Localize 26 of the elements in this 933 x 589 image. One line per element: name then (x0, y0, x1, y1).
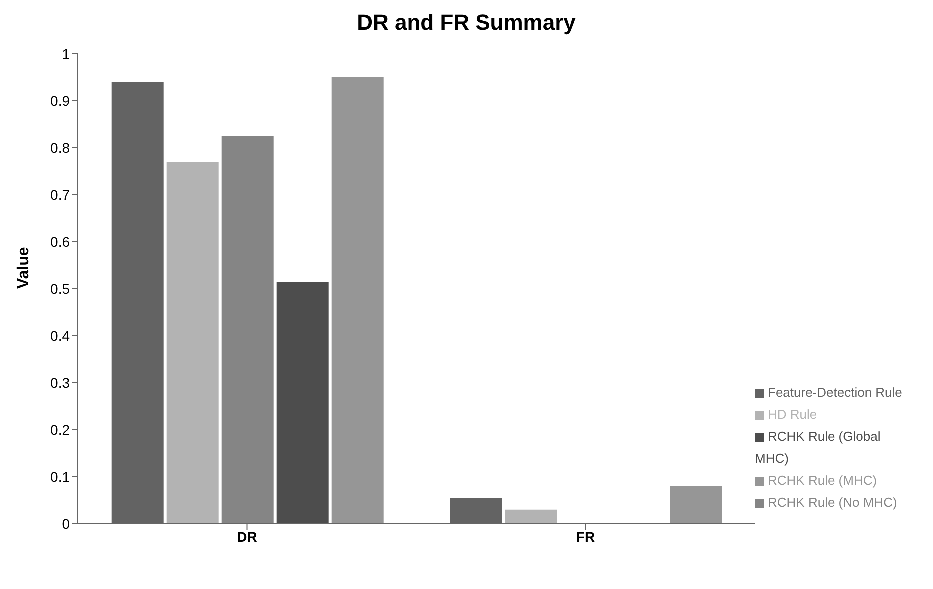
y-tick-label: 0.9 (50, 92, 70, 109)
legend-label: RCHK Rule (No MHC) (768, 495, 898, 510)
x-tick-label: DR (237, 528, 258, 545)
y-tick-label: 0.1 (50, 468, 70, 485)
bar (505, 510, 558, 524)
legend-label: Feature-Detection Rule (768, 385, 902, 400)
y-tick-label: 1 (62, 46, 70, 62)
y-tick-label: 0.8 (50, 140, 70, 156)
y-tick-label: 0.2 (50, 422, 70, 438)
bar (276, 282, 329, 524)
bar (670, 486, 722, 524)
y-tick-label: 0.3 (50, 374, 70, 391)
bar (332, 78, 384, 524)
y-tick-label: 0.5 (50, 280, 70, 297)
y-tick-label: 0 (62, 516, 70, 532)
bar (222, 136, 274, 524)
chart-title: DR and FR Summary (356, 9, 577, 37)
legend-label: RCHK Rule (MHC) (768, 473, 878, 488)
y-tick-label: 0.6 (50, 234, 70, 250)
y-tick-label: 0.4 (50, 328, 70, 344)
x-tick-label: FR (576, 528, 596, 545)
y-tick-label: 0.7 (50, 186, 70, 203)
bar (166, 162, 219, 524)
legend-label: RCHK Rule (Global MHC) (755, 429, 881, 466)
legend-label: HD Rule (768, 407, 818, 422)
y-axis-title: Value (16, 247, 33, 289)
